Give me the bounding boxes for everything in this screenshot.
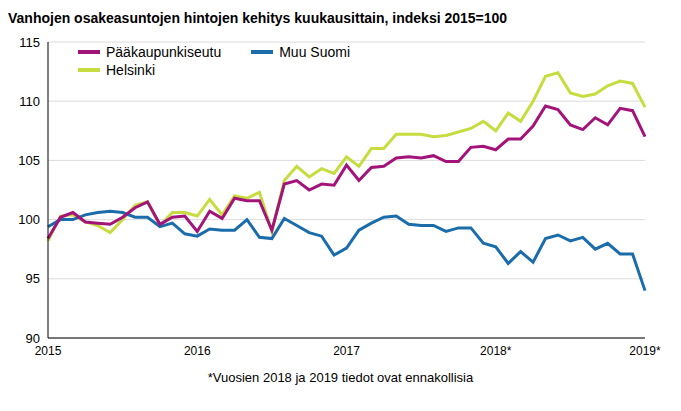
- html-text:Vanhojen osakeasuntojen hintoj: Vanhojen osakeasuntojen hintojen kehitys…: [8, 10, 508, 26]
- html-text:*Vuosien 2018 ja 2019 tiedot o: *Vuosien 2018 ja 2019 tiedot ovat ennako…: [207, 370, 474, 385]
- html-text:Helsinki: Helsinki: [106, 62, 155, 78]
- html-text:Muu Suomi: Muu Suomi: [279, 44, 350, 60]
- svg-text:2015: 2015: [34, 343, 62, 358]
- svg-text:90: 90: [26, 331, 40, 346]
- svg-text:105: 105: [18, 153, 40, 168]
- svg-text:110: 110: [19, 94, 40, 109]
- svg-text:115: 115: [19, 35, 40, 50]
- svg-text:100: 100: [18, 212, 40, 227]
- svg-text:95: 95: [26, 271, 40, 286]
- svg-text:2018*: 2018*: [480, 344, 512, 358]
- svg-text:2017: 2017: [333, 344, 360, 358]
- svg-text:2016: 2016: [184, 344, 211, 358]
- svg-text:2019*: 2019*: [629, 344, 661, 358]
- html-text:Pääkaupunkiseutu: Pääkaupunkiseutu: [106, 44, 222, 60]
